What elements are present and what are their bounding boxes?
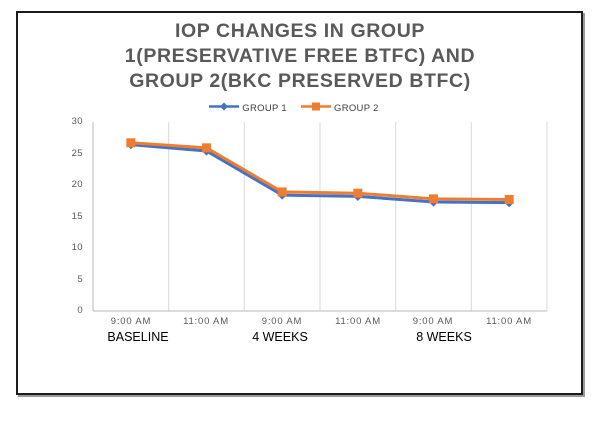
chart-title: IOP CHANGES IN GROUP 1(PRESERVATIVE FREE… bbox=[17, 19, 583, 94]
legend: GROUP 1 GROUP 2 bbox=[0, 99, 588, 117]
x-axis-tick-label: 9:00 AM bbox=[412, 316, 454, 327]
x-axis-tick-label: 11:00 AM bbox=[335, 316, 381, 327]
y-axis-tick-label: 25 bbox=[71, 147, 83, 159]
x-axis-tick-label: 11:00 AM bbox=[486, 316, 532, 327]
x-axis-group-label-4-weeks: 4 WEEKS bbox=[252, 330, 308, 344]
chart-title-line-3: GROUP 2(BKC PRESERVED BTFC) bbox=[129, 70, 471, 92]
x-axis-group-label-8-weeks: 8 WEEKS bbox=[416, 330, 472, 344]
legend-item-group-2: GROUP 2 bbox=[301, 99, 379, 117]
y-axis-tick-label: 10 bbox=[71, 242, 83, 253]
y-axis-tick-label: 30 bbox=[71, 116, 83, 127]
group-1-line-diamond-marker-icon bbox=[209, 99, 240, 117]
legend-label-group-2: GROUP 2 bbox=[334, 102, 379, 114]
chart-title-line-2: 1(PRESERVATIVE FREE BTFC) AND bbox=[124, 45, 476, 67]
x-axis-group-label-baseline: BASELINE bbox=[107, 330, 169, 344]
x-axis-tick-label: 9:00 AM bbox=[261, 316, 303, 327]
legend-label-group-1: GROUP 1 bbox=[242, 102, 287, 114]
y-axis-tick-label: 0 bbox=[77, 305, 83, 316]
group-2-line-square-marker-icon bbox=[301, 99, 331, 117]
x-axis-tick-label: 11:00 AM bbox=[183, 316, 229, 327]
y-axis-tick-label: 5 bbox=[77, 273, 83, 285]
x-axis-tick-label: 9:00 AM bbox=[110, 316, 152, 327]
legend-item-group-1: GROUP 1 bbox=[209, 99, 287, 117]
chart-title-line-1: IOP CHANGES IN GROUP bbox=[174, 20, 425, 42]
y-axis-tick-label: 20 bbox=[71, 179, 83, 190]
y-axis-tick-label: 15 bbox=[71, 210, 83, 222]
